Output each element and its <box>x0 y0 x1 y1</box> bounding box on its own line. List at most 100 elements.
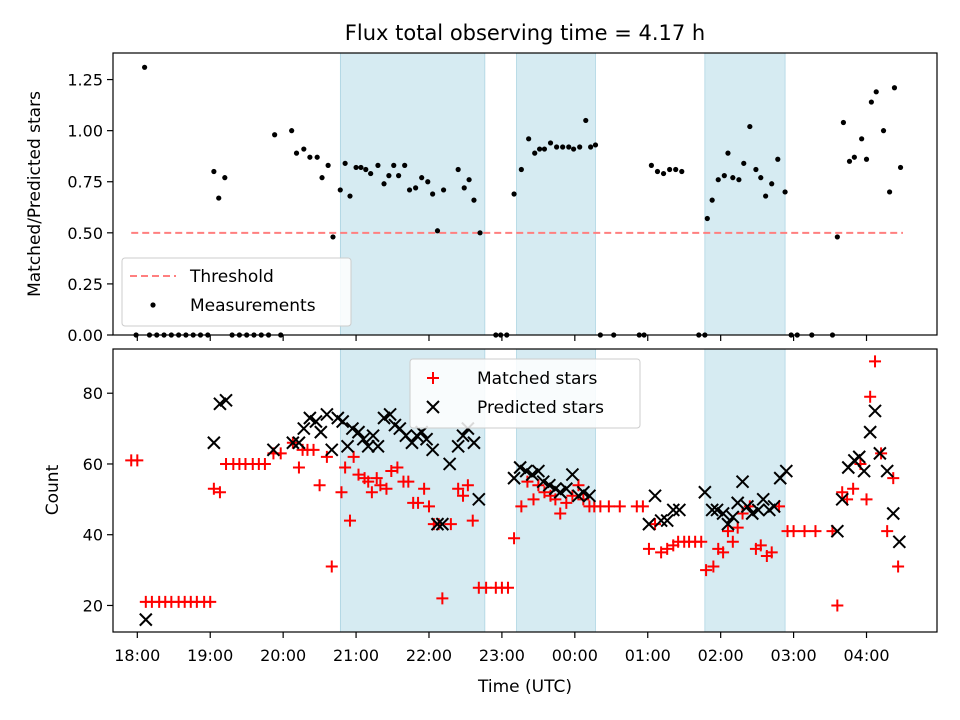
legend-predicted-label: Predicted stars <box>477 398 604 418</box>
predicted-point-27 <box>405 436 419 450</box>
top-y-tick-label-0: 0.00 <box>67 326 103 345</box>
predicted-point-2 <box>213 397 227 411</box>
chart-title: Flux total observing time = 4.17 h <box>345 21 705 45</box>
matched-point-44 <box>391 461 404 474</box>
matched-point-118 <box>860 493 873 506</box>
matched-point-74 <box>566 489 579 502</box>
matched-point-101 <box>736 507 749 520</box>
measurement-point-42 <box>402 162 408 168</box>
predicted-point-83 <box>868 404 882 418</box>
top-shaded-span-0 <box>339 52 486 336</box>
matched-point-50 <box>422 500 435 513</box>
measurement-point-37 <box>375 162 381 168</box>
predicted-point-60 <box>698 485 712 499</box>
predicted-point-75 <box>779 464 794 478</box>
measurement-point-81 <box>673 166 679 173</box>
x-tick-label-4: 22:00 <box>406 646 452 665</box>
predicted-point-66 <box>730 496 745 510</box>
matched-point-75 <box>572 479 585 492</box>
predicted-point-21 <box>371 439 385 453</box>
measurement-point-90 <box>730 175 736 181</box>
predicted-point-39 <box>472 492 486 507</box>
measurement-point-26 <box>314 154 320 160</box>
matched-point-86 <box>655 546 668 559</box>
predicted-point-9 <box>309 414 323 429</box>
x-tick-label-8: 02:00 <box>698 646 744 665</box>
matched-point-120 <box>869 355 882 368</box>
predicted-point-11 <box>320 407 334 422</box>
measurement-point-30 <box>337 187 343 193</box>
predicted-point-22 <box>377 411 391 425</box>
top-plot-frame <box>112 52 938 336</box>
x-tick-label-3: 21:00 <box>333 646 379 665</box>
predicted-point-46 <box>542 478 557 492</box>
predicted-point-49 <box>559 482 574 496</box>
matched-point-14 <box>213 486 226 499</box>
predicted-point-58 <box>666 503 680 517</box>
measurement-point-49 <box>440 187 447 193</box>
measurement-point-98 <box>775 156 781 162</box>
matched-point-93 <box>695 535 708 548</box>
predicted-point-16 <box>345 421 360 436</box>
top-shaded-span-2 <box>704 52 786 336</box>
measurement-point-77 <box>648 162 654 168</box>
matched-point-57 <box>461 479 474 492</box>
matched-point-83 <box>636 500 649 513</box>
matched-point-66 <box>521 475 534 488</box>
matched-point-122 <box>881 525 894 538</box>
measurement-point-38 <box>381 181 387 187</box>
measurement-point-109 <box>863 156 870 162</box>
measurement-point-41 <box>396 173 402 179</box>
measurement-point-111 <box>873 89 879 95</box>
measurement-point-64 <box>547 140 554 146</box>
measurement-point-53 <box>471 197 477 203</box>
measurement-point-82 <box>679 168 685 175</box>
matched-point-97 <box>717 546 730 559</box>
matched-point-25 <box>292 461 305 474</box>
predicted-point-38 <box>467 436 481 450</box>
bottom-legend-box <box>409 358 641 429</box>
bottom-y-tick-label-1: 40 <box>83 526 103 545</box>
matched-point-119 <box>864 390 877 403</box>
legend-predicted-swatch <box>426 400 440 414</box>
measurement-point-1 <box>141 64 148 70</box>
predicted-point-43 <box>525 467 539 482</box>
predicted-point-80 <box>852 450 866 464</box>
predicted-point-85 <box>880 464 894 478</box>
predicted-point-7 <box>297 421 311 436</box>
predicted-point-19 <box>361 439 375 453</box>
predicted-point-73 <box>767 499 781 514</box>
top-shaded-spans <box>339 52 786 336</box>
legend-measurements-swatch <box>150 302 156 308</box>
predicted-point-54 <box>642 517 656 531</box>
bottom-y-tick-label-2: 60 <box>83 455 103 474</box>
top-y-tick-label-1: 0.25 <box>67 275 103 294</box>
measurement-point-65 <box>553 144 560 150</box>
predicted-point-53 <box>582 489 597 503</box>
matched-point-110 <box>798 525 811 538</box>
matched-point-40 <box>370 472 383 485</box>
matched-point-29 <box>313 479 326 492</box>
matched-point-31 <box>325 560 338 573</box>
matched-point-54 <box>444 518 457 531</box>
matched-point-100 <box>731 521 744 534</box>
matched-point-58 <box>466 514 479 527</box>
predicted-point-30 <box>419 432 434 446</box>
matched-point-106 <box>765 546 778 559</box>
x-tick-label-10: 04:00 <box>843 646 889 665</box>
measurement-point-87 <box>715 177 721 183</box>
predicted-point-34 <box>442 457 457 471</box>
predicted-point-48 <box>553 485 567 499</box>
predicted-point-55 <box>648 489 662 503</box>
matched-point-114 <box>836 486 849 499</box>
x-tick-label-5: 23:00 <box>479 646 525 665</box>
predicted-point-6 <box>292 436 306 450</box>
bottom-y-tick-label-3: 80 <box>83 384 103 403</box>
predicted-point-69 <box>745 506 759 521</box>
measurement-point-51 <box>461 185 467 191</box>
top-y-axis-label: Matched/Predicted stars <box>25 91 45 297</box>
matched-point-55 <box>452 482 465 495</box>
measurement-point-71 <box>588 144 594 150</box>
x-tick-label-2: 20:00 <box>260 646 306 665</box>
